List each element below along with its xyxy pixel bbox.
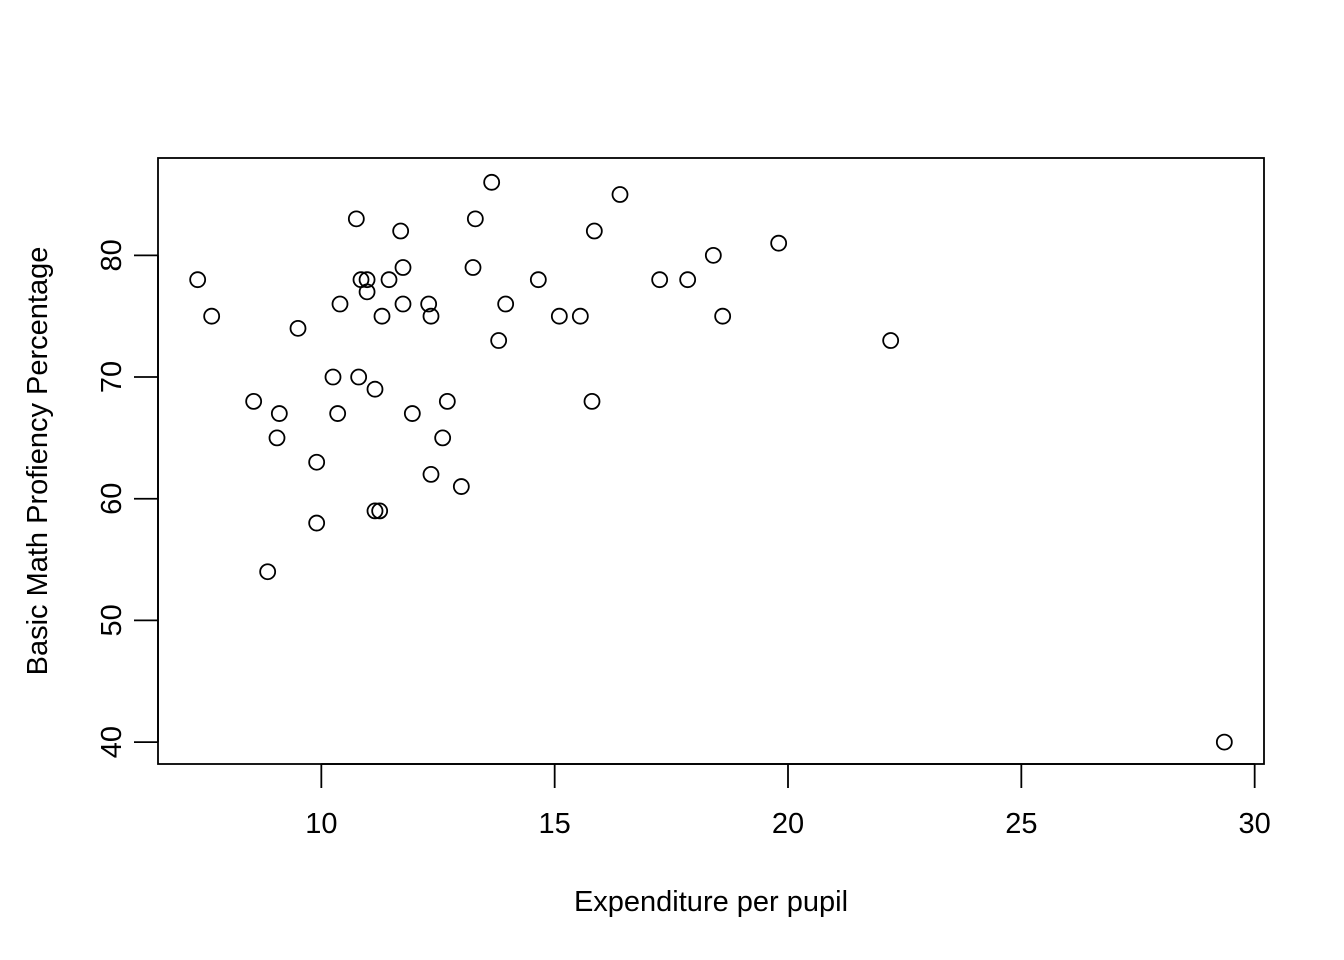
data-point xyxy=(452,478,470,495)
y-tick-label: 50 xyxy=(96,604,128,636)
x-axis: 10 15 20 25 30 xyxy=(305,763,1271,840)
data-point xyxy=(331,295,349,313)
data-point xyxy=(394,259,412,276)
data-point xyxy=(270,405,288,422)
data-point xyxy=(483,173,501,191)
data-point xyxy=(358,271,376,289)
data-point xyxy=(245,392,263,410)
data-point xyxy=(651,271,669,289)
data-point xyxy=(529,271,547,289)
data-point xyxy=(289,319,307,337)
data-point xyxy=(380,271,398,289)
data-point xyxy=(434,429,452,447)
y-tick-label: 40 xyxy=(96,726,128,758)
data-point xyxy=(329,405,347,422)
data-point xyxy=(366,502,384,520)
data-point xyxy=(358,283,376,301)
x-axis-title: Expenditure per pupil xyxy=(574,886,848,918)
data-point xyxy=(422,307,440,325)
data-point xyxy=(392,222,410,240)
data-point xyxy=(704,246,722,264)
data-point xyxy=(268,429,286,447)
data-point xyxy=(497,295,515,313)
x-tick-label: 20 xyxy=(772,808,804,840)
data-point xyxy=(714,307,732,325)
x-tick-label: 15 xyxy=(539,808,571,840)
data-point xyxy=(371,502,389,520)
data-point xyxy=(308,453,326,471)
x-tick-label: 10 xyxy=(305,808,337,840)
data-point xyxy=(550,307,568,325)
data-point xyxy=(438,392,456,410)
y-tick-label: 80 xyxy=(96,239,128,271)
x-tick-label: 25 xyxy=(1005,808,1037,840)
data-point xyxy=(189,271,207,289)
data-point xyxy=(366,380,384,398)
data-point xyxy=(585,222,603,240)
data-points xyxy=(189,173,1233,751)
data-point xyxy=(259,563,277,581)
x-tick-label: 30 xyxy=(1239,808,1271,840)
data-point xyxy=(882,332,900,349)
y-tick-label: 70 xyxy=(96,361,128,393)
data-point xyxy=(490,332,508,349)
data-point xyxy=(464,259,482,276)
data-point xyxy=(422,465,440,483)
y-tick-label: 60 xyxy=(96,483,128,515)
data-point xyxy=(770,234,788,252)
data-point xyxy=(583,392,601,410)
data-point xyxy=(571,307,589,325)
data-point xyxy=(203,307,221,325)
data-point xyxy=(394,295,412,313)
data-point xyxy=(420,295,438,313)
data-point xyxy=(308,514,326,532)
data-point xyxy=(466,210,484,228)
data-point xyxy=(611,186,629,203)
y-axis-title: Basic Math Profiency Percentage xyxy=(22,247,54,676)
data-point xyxy=(679,271,697,289)
data-point xyxy=(403,405,421,422)
data-point xyxy=(1215,733,1233,751)
data-point xyxy=(350,368,368,386)
data-point xyxy=(324,368,342,386)
data-point xyxy=(373,307,391,325)
data-point xyxy=(347,210,365,228)
y-axis: 40 50 60 70 80 xyxy=(96,239,159,758)
